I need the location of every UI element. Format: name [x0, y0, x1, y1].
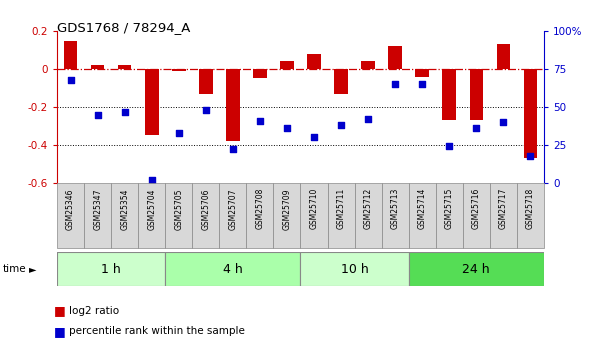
Text: GSM25714: GSM25714: [418, 188, 427, 229]
Point: [336, 122, 346, 128]
Point: [93, 112, 102, 117]
Text: GSM25347: GSM25347: [93, 188, 102, 229]
Point: [417, 81, 427, 87]
Text: 24 h: 24 h: [463, 263, 490, 276]
Point: [147, 177, 156, 183]
Text: GSM25346: GSM25346: [66, 188, 75, 229]
Bar: [118, 65, 132, 69]
Bar: [172, 69, 186, 71]
Bar: [57, 252, 165, 286]
Point: [391, 81, 400, 87]
Bar: [219, 183, 246, 248]
Point: [201, 107, 210, 113]
Text: percentile rank within the sample: percentile rank within the sample: [69, 326, 245, 336]
Text: log2 ratio: log2 ratio: [69, 306, 119, 315]
Bar: [523, 69, 537, 158]
Bar: [307, 54, 321, 69]
Text: ■: ■: [54, 304, 66, 317]
Bar: [111, 183, 138, 248]
Text: 4 h: 4 h: [223, 263, 243, 276]
Point: [255, 118, 264, 124]
Bar: [280, 61, 294, 69]
Point: [174, 130, 183, 136]
Bar: [328, 183, 355, 248]
Text: GSM25718: GSM25718: [526, 188, 535, 229]
Bar: [145, 69, 159, 135]
Text: GSM25715: GSM25715: [445, 188, 454, 229]
Bar: [226, 69, 240, 141]
Bar: [57, 183, 84, 248]
Text: GSM25713: GSM25713: [391, 188, 400, 229]
Bar: [409, 183, 436, 248]
Text: GSM25707: GSM25707: [228, 188, 237, 229]
Point: [228, 147, 238, 152]
Point: [498, 119, 508, 125]
Bar: [273, 183, 300, 248]
Bar: [469, 69, 483, 120]
Bar: [490, 183, 517, 248]
Bar: [388, 46, 402, 69]
Bar: [192, 183, 219, 248]
Bar: [253, 69, 267, 79]
Text: GSM25712: GSM25712: [364, 188, 373, 229]
Text: GSM25716: GSM25716: [472, 188, 481, 229]
Bar: [138, 183, 165, 248]
Bar: [300, 183, 328, 248]
Text: ►: ►: [29, 264, 36, 274]
Bar: [334, 69, 348, 93]
Bar: [165, 183, 192, 248]
Point: [282, 126, 291, 131]
Bar: [355, 183, 382, 248]
Text: GSM25704: GSM25704: [147, 188, 156, 229]
Text: GSM25711: GSM25711: [337, 188, 346, 229]
Bar: [361, 61, 375, 69]
Point: [525, 153, 535, 158]
Bar: [409, 252, 544, 286]
Bar: [84, 183, 111, 248]
Point: [309, 135, 319, 140]
Bar: [442, 69, 456, 120]
Bar: [246, 183, 273, 248]
Text: ■: ■: [54, 325, 66, 338]
Text: 10 h: 10 h: [341, 263, 368, 276]
Text: 1 h: 1 h: [102, 263, 121, 276]
Text: GDS1768 / 78294_A: GDS1768 / 78294_A: [57, 21, 191, 34]
Text: time: time: [3, 264, 26, 274]
Point: [120, 109, 129, 114]
Text: GSM25705: GSM25705: [174, 188, 183, 229]
Bar: [496, 44, 510, 69]
Point: [471, 126, 481, 131]
Text: GSM25709: GSM25709: [282, 188, 291, 229]
Bar: [517, 183, 544, 248]
Bar: [199, 69, 213, 93]
Text: GSM25710: GSM25710: [310, 188, 319, 229]
Bar: [91, 65, 105, 69]
Text: GSM25354: GSM25354: [120, 188, 129, 229]
Text: GSM25706: GSM25706: [201, 188, 210, 229]
Point: [66, 77, 76, 82]
Bar: [300, 252, 409, 286]
Text: GSM25708: GSM25708: [255, 188, 264, 229]
Text: GSM25717: GSM25717: [499, 188, 508, 229]
Bar: [64, 41, 78, 69]
Point: [363, 116, 373, 122]
Bar: [436, 183, 463, 248]
Bar: [165, 252, 300, 286]
Bar: [463, 183, 490, 248]
Bar: [415, 69, 429, 77]
Point: [444, 144, 454, 149]
Bar: [382, 183, 409, 248]
